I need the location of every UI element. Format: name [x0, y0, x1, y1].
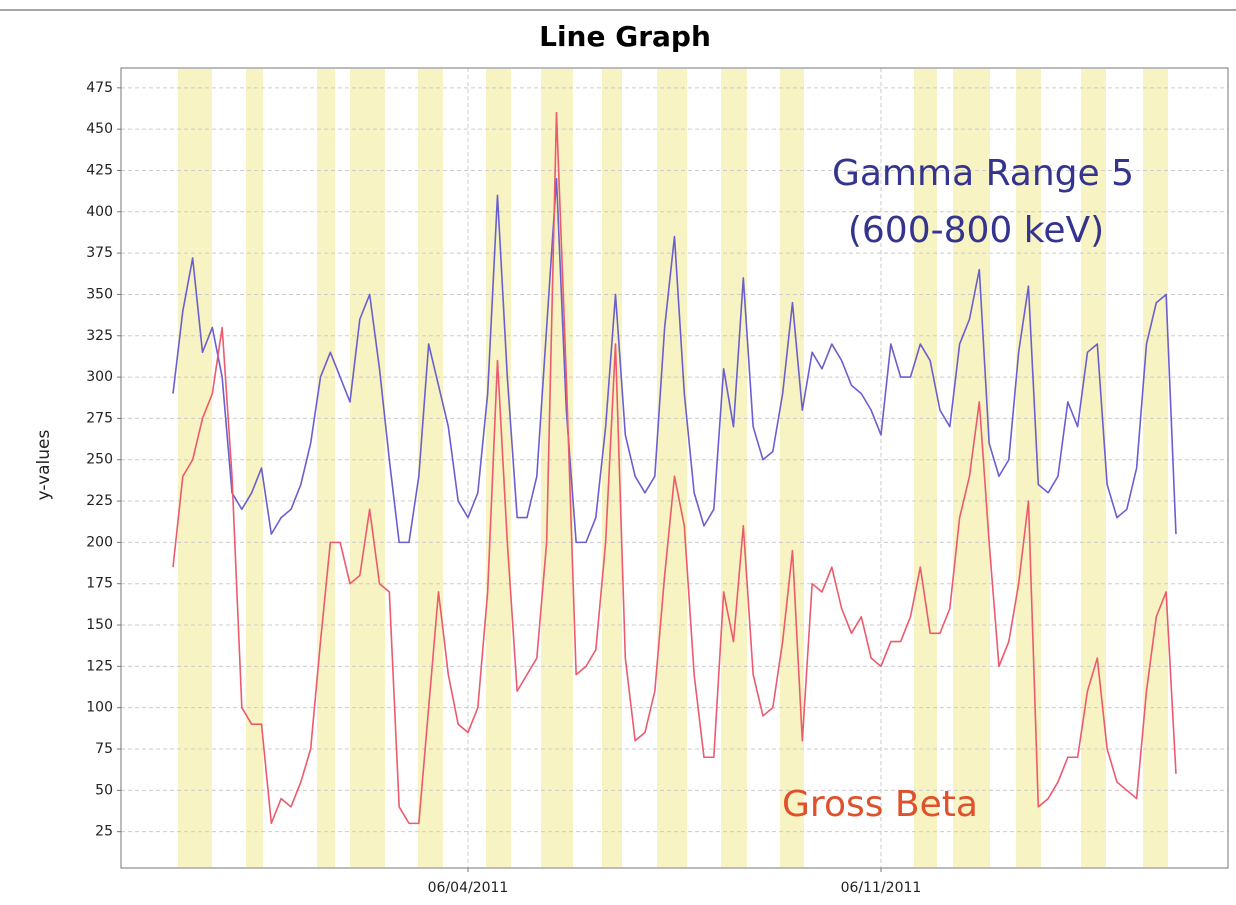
band	[178, 69, 212, 867]
band	[914, 69, 937, 867]
band	[486, 69, 511, 867]
y-tick-label: 75	[95, 741, 113, 757]
chart-title: Line Graph	[539, 20, 711, 53]
band	[721, 69, 747, 867]
y-tick-label: 175	[86, 576, 113, 592]
y-tick-label: 150	[86, 617, 113, 633]
band	[602, 69, 622, 867]
y-tick-label: 50	[95, 782, 113, 798]
day-bands	[178, 69, 1168, 867]
x-tick-label: 06/04/2011	[428, 880, 509, 896]
y-tick-label: 375	[86, 245, 113, 261]
y-tick-label: 475	[86, 80, 113, 96]
annotation: (600-800 keV)	[848, 210, 1104, 251]
y-tick-label: 300	[86, 369, 113, 385]
y-tick-label: 275	[86, 410, 113, 426]
y-tick-label: 200	[86, 534, 113, 550]
y-tick-label: 425	[86, 162, 113, 178]
y-tick-label: 250	[86, 452, 113, 468]
y-axis-label: y-values	[34, 429, 54, 500]
annotation: Gross Beta	[782, 784, 978, 825]
x-tick-label: 06/11/2011	[841, 880, 922, 896]
band	[1081, 69, 1106, 867]
y-tick-label: 325	[86, 328, 113, 344]
y-tick-label: 400	[86, 204, 113, 220]
band	[350, 69, 385, 867]
band	[1143, 69, 1168, 867]
series-line	[172, 177, 1177, 544]
y-tick-label: 225	[86, 493, 113, 509]
band	[246, 69, 263, 867]
y-tick-label: 100	[86, 700, 113, 716]
y-tick-label: 125	[86, 658, 113, 674]
y-tick-label: 350	[86, 286, 113, 302]
band	[657, 69, 687, 867]
y-tick-label: 25	[95, 824, 113, 840]
plot-frame	[120, 67, 1229, 869]
band	[418, 69, 443, 867]
series-line	[172, 111, 1177, 825]
band	[780, 69, 804, 867]
annotation: Gamma Range 5	[832, 153, 1134, 194]
band	[317, 69, 335, 867]
y-tick-label: 450	[86, 121, 113, 137]
